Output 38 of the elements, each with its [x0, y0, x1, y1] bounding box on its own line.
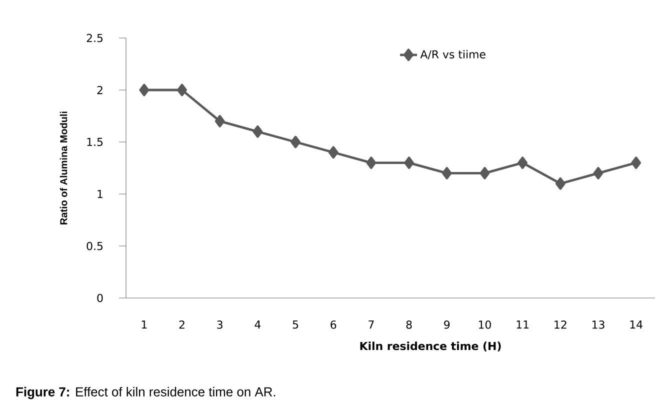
point — [290, 136, 300, 148]
point — [442, 167, 452, 180]
point — [593, 167, 604, 180]
y-tick-label: 1.5 — [87, 138, 103, 146]
y-tick-label: 0 — [97, 294, 103, 302]
text: Figure 7: Effect of kiln residence time on AR. — [16, 386, 276, 400]
x-axis-title: Kiln residence time (H) — [360, 342, 501, 352]
y-axis-title: Ratio of Alumina Moduli — [60, 112, 68, 224]
y-tick-label: 2 — [97, 86, 102, 94]
x-tick-label: 12 — [554, 320, 566, 329]
point — [214, 115, 225, 128]
x-tick-label: 3 — [217, 320, 222, 329]
x-tick-label: 13 — [592, 320, 604, 329]
point — [328, 146, 338, 159]
point — [631, 156, 642, 169]
x-tick-label: 2 — [179, 320, 184, 329]
x-tick-label: 11 — [516, 320, 529, 329]
point — [177, 84, 187, 96]
x-tick-label: 6 — [330, 320, 336, 329]
x-tick-label: 1 — [142, 320, 147, 329]
point — [518, 156, 528, 169]
x-tick-label: 7 — [368, 320, 374, 329]
x-tick-label: 14 — [630, 320, 642, 329]
legend-label: A/R vs tiime — [420, 50, 486, 60]
x-tick-label: 8 — [406, 320, 412, 329]
x-tick-label: 10 — [478, 320, 491, 329]
point — [366, 156, 376, 169]
x-tick-label: 4 — [254, 320, 261, 329]
point — [404, 156, 414, 169]
x-tick-label: 9 — [444, 320, 450, 329]
y-tick-label: 1 — [98, 190, 102, 198]
y-tick-label: 0.5 — [86, 242, 103, 250]
point — [252, 125, 263, 138]
point — [555, 177, 566, 190]
point — [139, 84, 150, 96]
x-tick-label: 5 — [292, 320, 298, 329]
point — [480, 167, 490, 180]
y-tick-label: 2.5 — [86, 34, 103, 42]
